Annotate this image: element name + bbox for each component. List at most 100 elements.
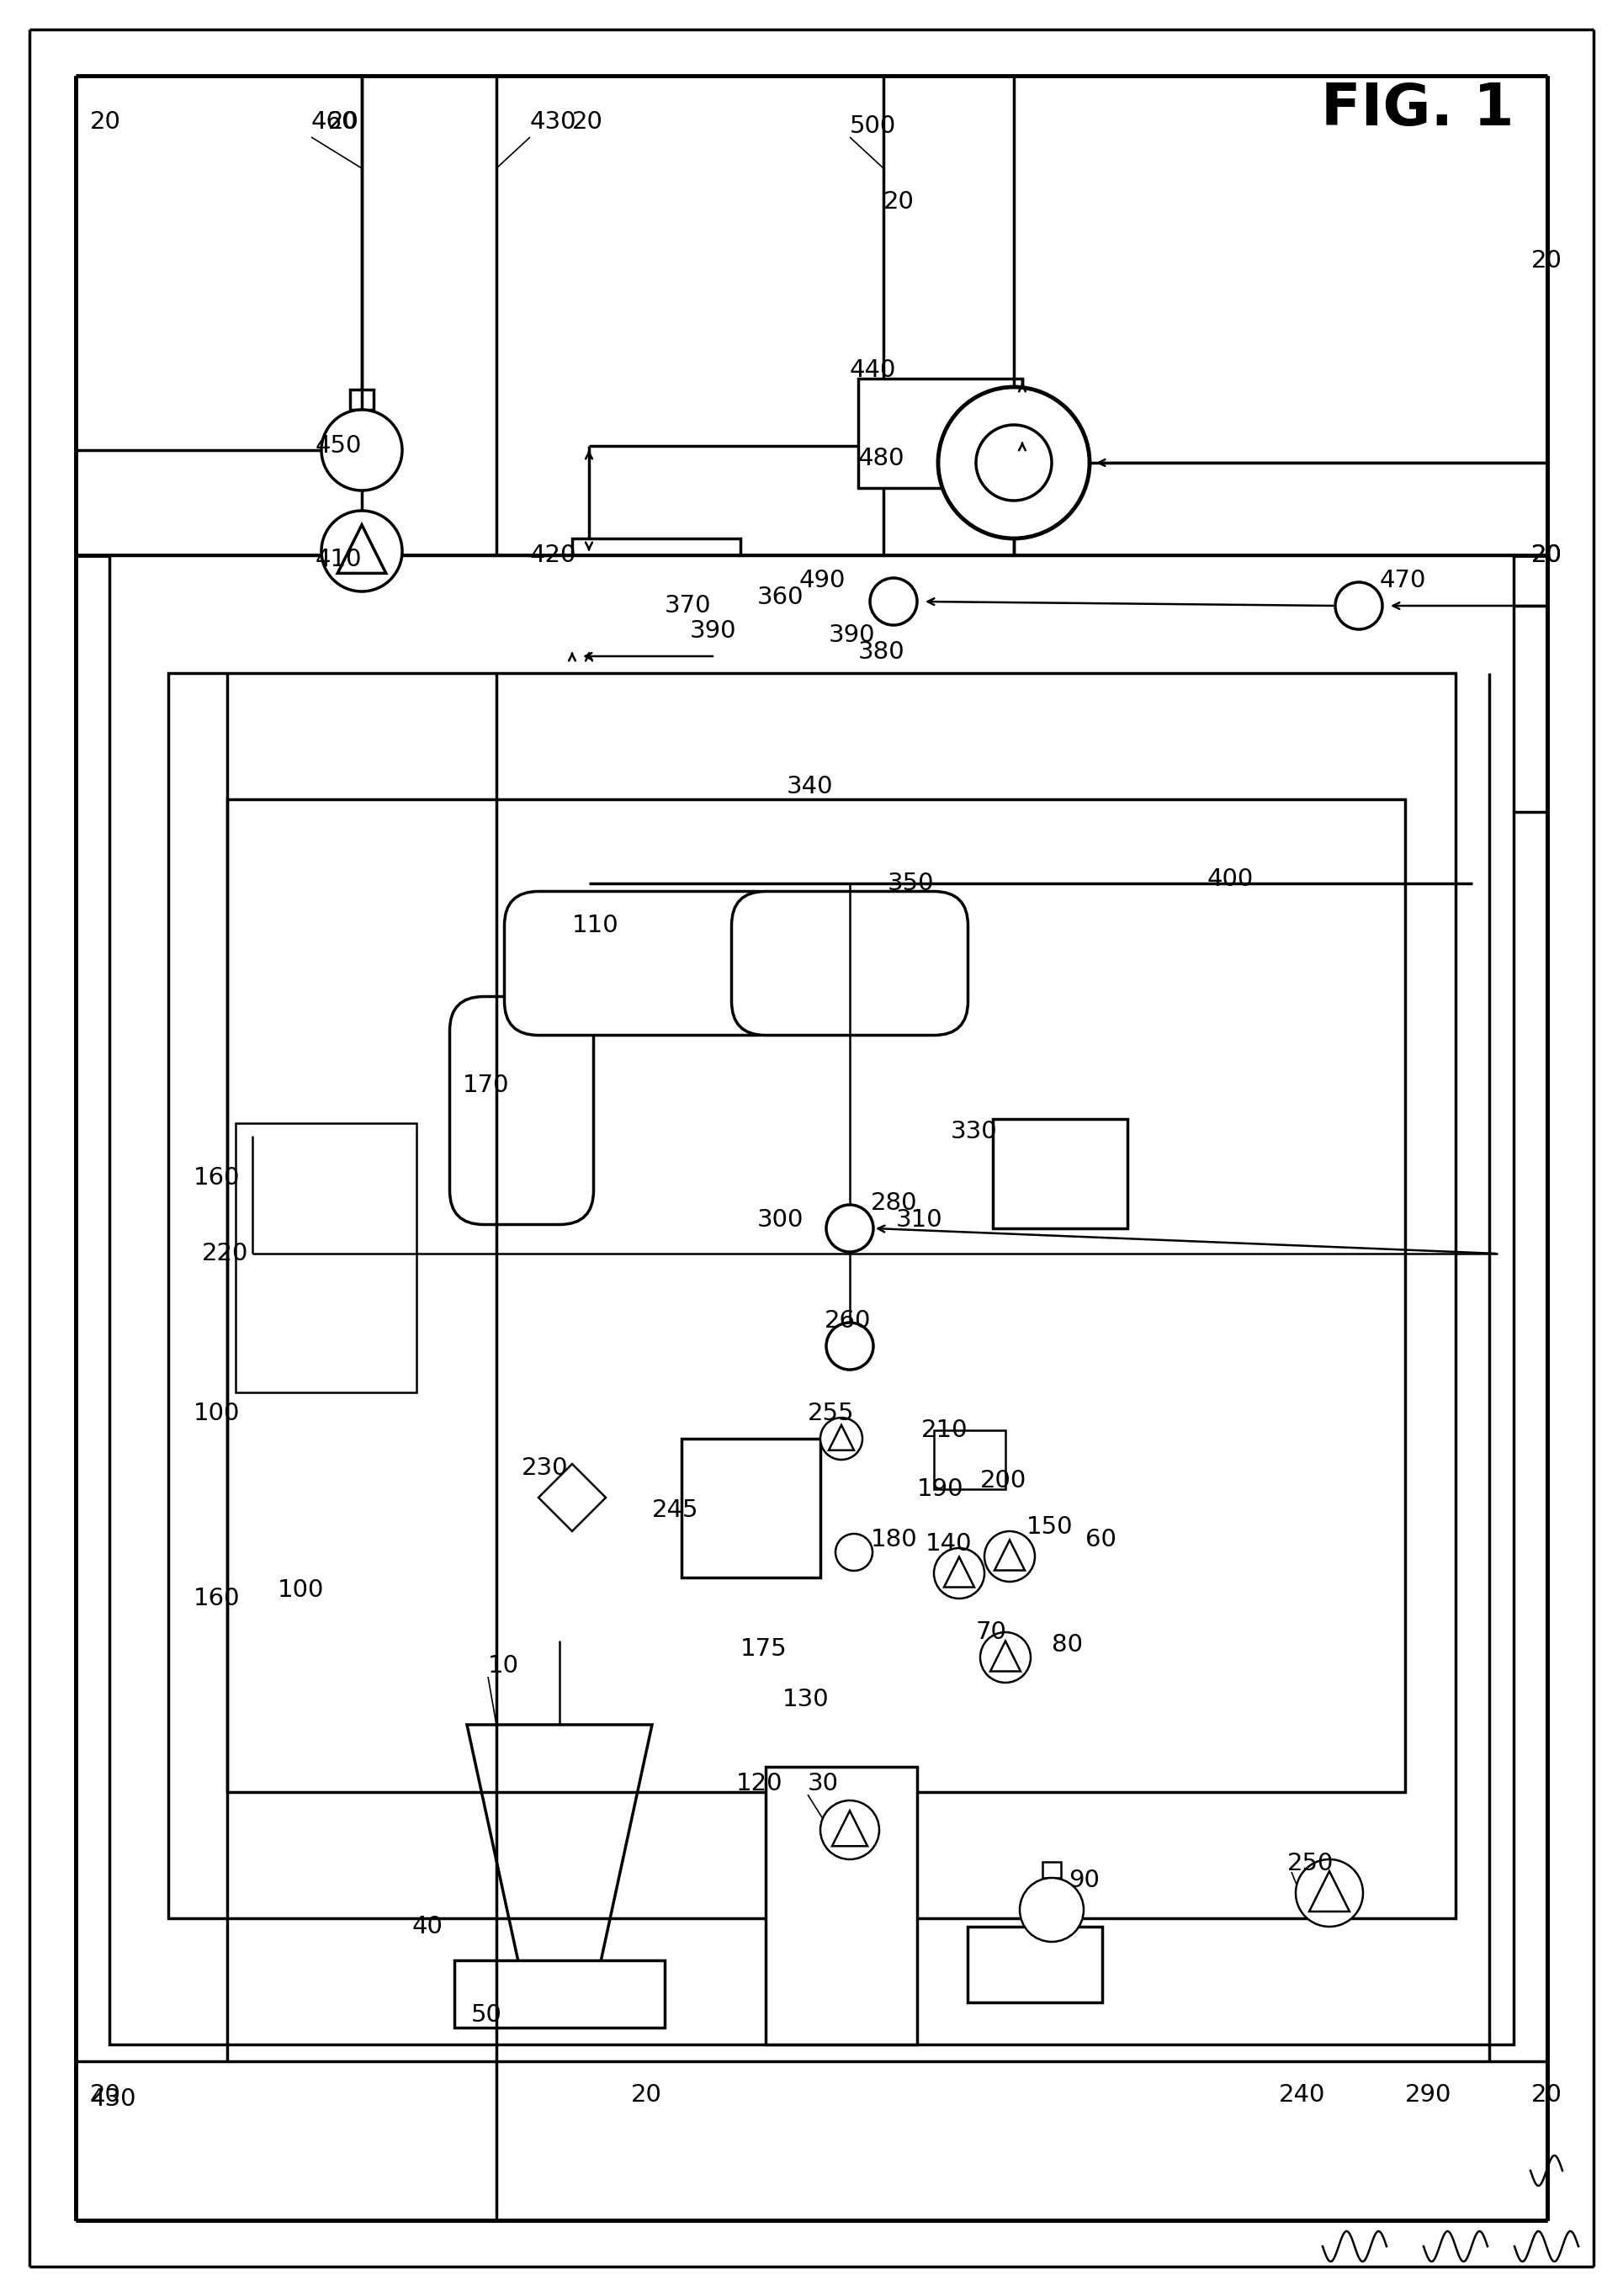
Circle shape <box>1295 1860 1363 1926</box>
Text: 20: 20 <box>883 191 914 214</box>
Text: 480: 480 <box>859 448 906 471</box>
Text: 180: 180 <box>872 1527 917 1552</box>
FancyBboxPatch shape <box>784 748 1000 875</box>
Bar <box>454 1961 665 2027</box>
Text: 220: 220 <box>201 1242 248 1265</box>
Text: 150: 150 <box>1026 1515 1073 1538</box>
Bar <box>109 556 1514 2043</box>
Text: 190: 190 <box>917 1476 964 1502</box>
Text: 410: 410 <box>315 549 362 572</box>
Circle shape <box>321 409 403 491</box>
Text: 280: 280 <box>872 1192 917 1215</box>
Text: 50: 50 <box>471 2002 502 2027</box>
Text: 160: 160 <box>193 1166 240 1189</box>
Text: 20: 20 <box>1530 248 1563 273</box>
Text: 90: 90 <box>1068 1869 1099 1892</box>
Text: 290: 290 <box>1406 2082 1451 2108</box>
Bar <box>169 673 1456 1917</box>
Text: 175: 175 <box>740 1637 787 1660</box>
Text: 240: 240 <box>1279 2082 1326 2108</box>
Bar <box>829 590 875 613</box>
Text: 380: 380 <box>859 641 906 664</box>
Bar <box>349 390 373 409</box>
Text: 100: 100 <box>193 1401 240 1426</box>
Text: 80: 80 <box>1052 1632 1083 1658</box>
Text: 60: 60 <box>1086 1527 1117 1552</box>
Circle shape <box>820 1800 880 1860</box>
Text: 400: 400 <box>1208 868 1255 891</box>
Text: 350: 350 <box>888 872 935 895</box>
Bar <box>933 1430 1005 1490</box>
Text: 20: 20 <box>1530 2082 1563 2108</box>
Bar <box>859 379 1022 489</box>
Circle shape <box>826 1322 873 1371</box>
Bar <box>227 799 1406 1793</box>
Text: 20: 20 <box>1530 544 1563 567</box>
Text: 170: 170 <box>463 1075 510 1097</box>
Bar <box>1042 1862 1061 1878</box>
FancyBboxPatch shape <box>800 627 1100 762</box>
Text: 110: 110 <box>573 914 618 937</box>
FancyBboxPatch shape <box>450 996 594 1224</box>
Circle shape <box>820 1417 862 1460</box>
Text: 255: 255 <box>808 1401 854 1426</box>
Text: 500: 500 <box>850 115 896 138</box>
Text: 430: 430 <box>531 110 576 133</box>
FancyBboxPatch shape <box>732 891 967 1035</box>
Circle shape <box>985 1531 1035 1582</box>
Circle shape <box>1336 583 1383 629</box>
Circle shape <box>321 510 403 592</box>
Text: 430: 430 <box>89 2087 136 2110</box>
Text: 20: 20 <box>89 110 122 133</box>
Text: 130: 130 <box>782 1688 829 1711</box>
Text: 70: 70 <box>975 1621 1006 1644</box>
Text: 340: 340 <box>787 774 833 799</box>
Text: 460: 460 <box>312 110 359 133</box>
Circle shape <box>870 579 917 625</box>
Text: 420: 420 <box>531 544 576 567</box>
Bar <box>682 1440 820 1577</box>
Text: 390: 390 <box>829 625 875 647</box>
FancyBboxPatch shape <box>628 748 844 875</box>
Circle shape <box>980 1632 1031 1683</box>
Text: 370: 370 <box>665 595 711 618</box>
Text: 360: 360 <box>758 585 803 608</box>
Bar <box>235 1123 417 1391</box>
Text: 300: 300 <box>758 1208 803 1231</box>
Text: 200: 200 <box>980 1469 1027 1492</box>
Text: 120: 120 <box>737 1773 782 1795</box>
Text: 10: 10 <box>489 1653 519 1678</box>
Bar <box>573 540 740 647</box>
Text: 20: 20 <box>1530 544 1563 567</box>
Circle shape <box>826 1205 873 1251</box>
Text: 245: 245 <box>652 1499 700 1522</box>
Circle shape <box>836 1534 873 1570</box>
Text: 40: 40 <box>412 1915 443 1938</box>
Text: 330: 330 <box>951 1120 998 1143</box>
Text: 30: 30 <box>808 1773 839 1795</box>
Text: 450: 450 <box>315 434 362 457</box>
Circle shape <box>1019 1878 1084 1942</box>
FancyBboxPatch shape <box>505 891 792 1035</box>
Text: 250: 250 <box>1287 1853 1334 1876</box>
Text: 390: 390 <box>690 620 737 643</box>
Text: 440: 440 <box>850 358 896 381</box>
Bar <box>993 1118 1128 1228</box>
Circle shape <box>975 425 1052 501</box>
Text: 20: 20 <box>573 110 604 133</box>
Text: 490: 490 <box>799 569 846 592</box>
Circle shape <box>933 1548 985 1598</box>
Bar <box>967 1926 1102 2002</box>
Text: 140: 140 <box>925 1531 972 1557</box>
FancyBboxPatch shape <box>628 634 836 753</box>
Text: 260: 260 <box>824 1309 872 1332</box>
Text: 100: 100 <box>278 1577 325 1603</box>
Bar <box>766 1768 917 2043</box>
Text: 20: 20 <box>631 2082 662 2108</box>
Circle shape <box>938 388 1089 540</box>
Text: 230: 230 <box>521 1456 568 1481</box>
Text: 470: 470 <box>1380 569 1427 592</box>
Text: 20: 20 <box>89 2082 122 2108</box>
Text: 310: 310 <box>896 1208 943 1231</box>
Text: 20: 20 <box>328 110 359 133</box>
